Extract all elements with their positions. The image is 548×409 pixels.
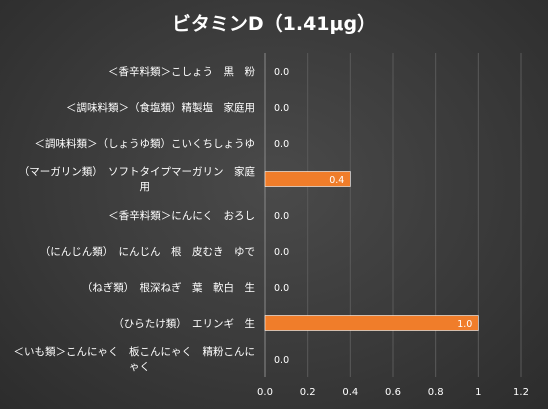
data-label: 1.0 xyxy=(457,319,472,330)
data-label: 0.0 xyxy=(274,355,289,366)
category-label: （ひらたけ類） エリンギ 生 xyxy=(113,317,255,330)
x-tick-label: 0.2 xyxy=(300,387,316,398)
data-label: 0.0 xyxy=(274,247,289,258)
category-labels: ＜香辛料類＞こしょう 黒 粉 ＜調味料類＞（食塩類）精製塩 家庭用 ＜調味料類＞（し… xyxy=(14,65,256,373)
data-label: 0.4 xyxy=(329,175,344,186)
category-label-line: ＜いも類＞こんにゃく 板こんにゃく 精粉こんに xyxy=(14,345,256,358)
bar xyxy=(264,315,479,331)
x-tick-label: 0.0 xyxy=(257,387,273,398)
x-tick-label: 1.2 xyxy=(513,387,529,398)
data-label: 0.0 xyxy=(274,139,289,150)
x-tick-label: 0.6 xyxy=(385,387,401,398)
data-label: 0.0 xyxy=(274,283,289,294)
data-label: 0.0 xyxy=(274,211,289,222)
data-label: 0.0 xyxy=(274,67,289,78)
category-label-line: （マーガリン類） ソフトタイプマーガリン 家庭 xyxy=(19,165,256,178)
gridlines xyxy=(264,53,522,377)
data-labels: 0.0 0.0 0.0 0.4 0.0 0.0 0.0 1.0 0.0 xyxy=(274,67,472,366)
x-tick-label: 1 xyxy=(475,387,481,398)
x-tick-label: 0.8 xyxy=(428,387,444,398)
category-label: ＜調味料類＞（しょうゆ類）こいくちしょうゆ xyxy=(35,137,256,150)
data-label: 0.0 xyxy=(274,103,289,114)
category-label: ＜香辛料類＞こしょう 黒 粉 xyxy=(108,65,255,78)
x-tick-label: 0.4 xyxy=(342,387,358,398)
category-label: ＜香辛料類＞にんにく おろし xyxy=(108,209,255,222)
category-label: （にんじん類） にんじん 根 皮むき ゆで xyxy=(40,245,255,258)
x-tick-labels: 0.0 0.2 0.4 0.6 0.8 1 1.2 xyxy=(257,387,529,398)
chart-title: ビタミンD（1.41μg） xyxy=(172,12,376,35)
bar xyxy=(264,171,351,187)
category-label: （ねぎ類） 根深ねぎ 葉 軟白 生 xyxy=(82,281,255,294)
bars xyxy=(264,171,479,331)
category-label: ＜調味料類＞（食塩類）精製塩 家庭用 xyxy=(66,101,255,114)
category-label-line: ゃく xyxy=(129,361,150,373)
category-label-line: 用 xyxy=(140,181,151,193)
